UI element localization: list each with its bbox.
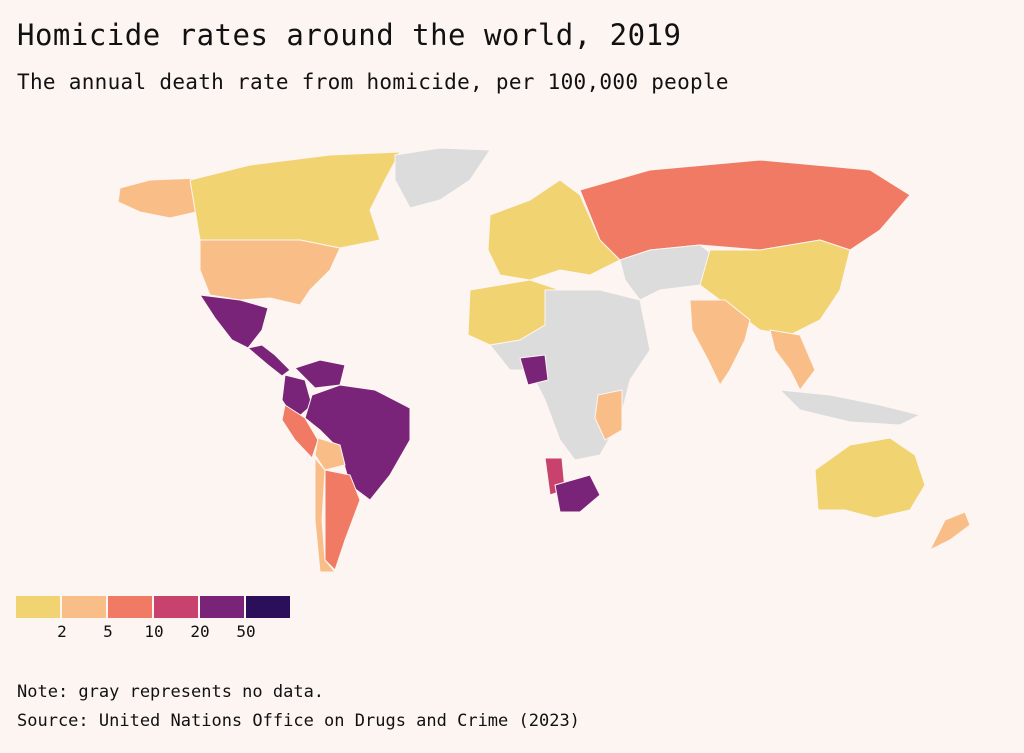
footnote: Note: gray represents no data. — [17, 682, 325, 702]
region-europe — [487, 179, 621, 281]
region-nigeria — [519, 354, 549, 386]
region-usa — [199, 239, 341, 306]
region-chile — [314, 456, 337, 573]
region-brazil — [304, 384, 411, 501]
region-greenland — [394, 147, 491, 209]
region-venezuela — [294, 359, 346, 389]
region-alaska — [117, 177, 206, 219]
world-map — [117, 147, 971, 573]
region-southeast-asia — [769, 329, 816, 391]
legend-bin-5 — [246, 596, 290, 618]
legend-tick: 5 — [103, 622, 113, 641]
region-australia — [814, 437, 926, 519]
region-russia — [579, 159, 911, 261]
legend-tick: 20 — [190, 622, 210, 641]
legend-tick: 10 — [144, 622, 164, 641]
legend-tick: 50 — [236, 622, 256, 641]
region-south-africa — [554, 474, 601, 513]
chart-title: Homicide rates around the world, 2019 — [17, 18, 682, 52]
legend-tick: 2 — [57, 622, 67, 641]
legend-bin-1 — [62, 596, 106, 618]
legend-bin-0 — [16, 596, 60, 618]
region-peru — [281, 404, 319, 459]
region-argentina — [324, 469, 361, 571]
color-legend: 2 5 10 20 50 — [16, 596, 296, 646]
region-bolivia — [314, 437, 346, 471]
region-indonesia-no-data — [778, 389, 922, 426]
legend-bin-3 — [154, 596, 198, 618]
region-new-zealand — [928, 511, 971, 552]
chart-subtitle: The annual death rate from homicide, per… — [17, 70, 729, 94]
region-mexico — [198, 294, 269, 349]
region-canada — [189, 151, 401, 249]
region-central-america — [246, 344, 291, 377]
legend-bin-2 — [108, 596, 152, 618]
region-india — [689, 299, 751, 387]
legend-bin-4 — [200, 596, 244, 618]
source-credit: Source: United Nations Office on Drugs a… — [17, 711, 580, 731]
region-east-africa — [594, 389, 623, 441]
